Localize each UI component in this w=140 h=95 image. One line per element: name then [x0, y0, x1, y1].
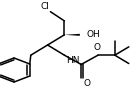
Text: O: O [83, 79, 90, 88]
Polygon shape [64, 34, 80, 36]
Text: O: O [93, 43, 100, 52]
Text: Cl: Cl [40, 2, 49, 11]
Text: HN: HN [66, 56, 79, 65]
Text: OH: OH [87, 30, 101, 39]
